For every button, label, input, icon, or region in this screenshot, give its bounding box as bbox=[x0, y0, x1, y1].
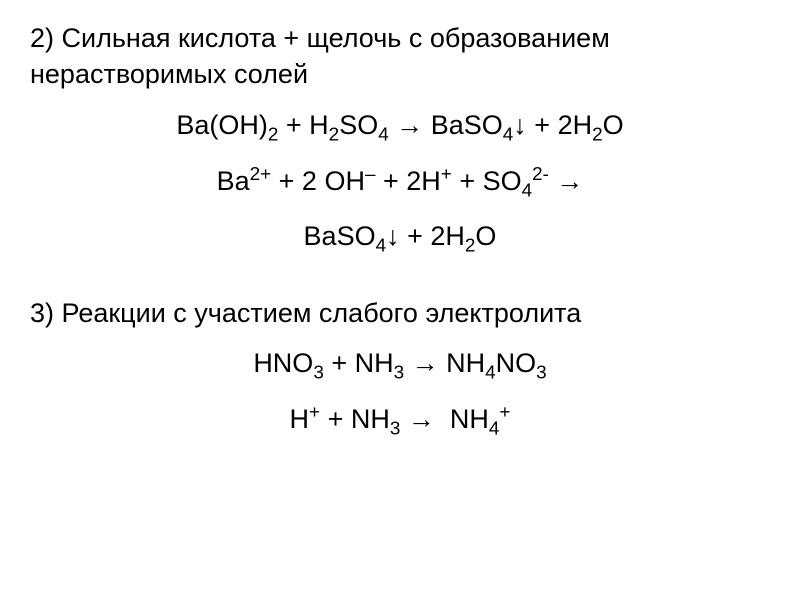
section3-heading: 3) Реакции с участием слабого электролит… bbox=[30, 295, 770, 331]
section2-heading: 2) Сильная кислота + щелочь с образовани… bbox=[30, 20, 770, 93]
section2-equation2-line1: Ba2+ + 2 OH– + 2H+ + SO42- → bbox=[30, 162, 770, 204]
section3-equation1: HNO3 + NH3 → NH4NO3 bbox=[30, 345, 770, 386]
section-gap bbox=[30, 273, 770, 295]
section2-equation2-line2: BaSO4↓ + 2H2O bbox=[30, 218, 770, 259]
section3-equation2: H+ + NH3 → NH4+ bbox=[30, 400, 770, 442]
section2-equation1: Ba(OH)2 + H2SO4 → BaSO4↓ + 2H2O bbox=[30, 107, 770, 148]
